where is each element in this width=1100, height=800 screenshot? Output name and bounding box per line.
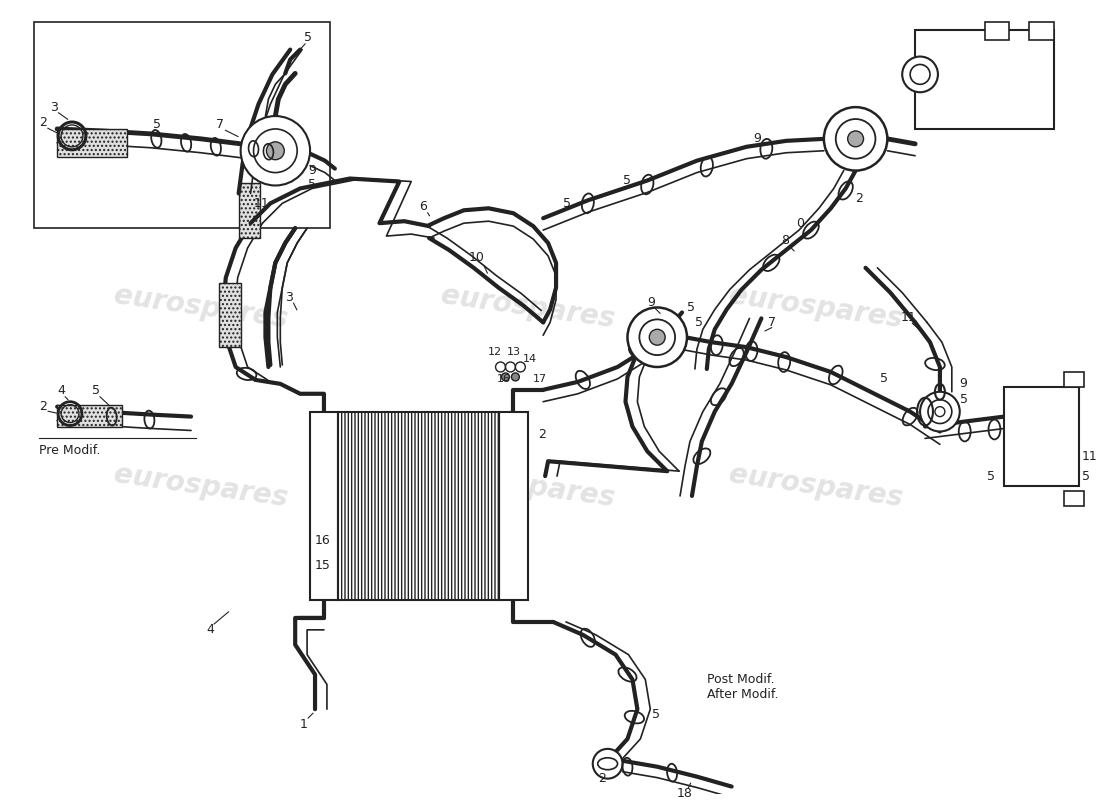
Text: 16: 16 [496, 374, 510, 384]
Circle shape [920, 392, 959, 431]
Text: eurospares: eurospares [727, 282, 905, 334]
Bar [1004, 387, 1079, 486]
Text: After Modif.: After Modif. [707, 688, 779, 701]
Bar [57, 405, 122, 426]
Text: 18: 18 [678, 787, 693, 800]
Text: 5: 5 [688, 301, 695, 314]
Text: 5: 5 [623, 174, 630, 187]
Text: 5: 5 [987, 470, 994, 482]
Text: 3: 3 [51, 101, 58, 114]
Circle shape [639, 319, 675, 355]
Text: 5: 5 [92, 384, 100, 398]
Text: 10: 10 [469, 251, 485, 264]
Text: 7: 7 [768, 316, 777, 329]
Circle shape [824, 107, 888, 170]
Bar [1064, 372, 1084, 387]
Circle shape [649, 330, 666, 345]
Bar [1064, 491, 1084, 506]
Circle shape [266, 142, 284, 160]
Text: Post Modif.: Post Modif. [707, 673, 774, 686]
Bar [34, 22, 330, 228]
Bar [984, 22, 1010, 40]
Text: 5: 5 [153, 118, 162, 131]
Text: 11: 11 [900, 311, 916, 324]
Circle shape [928, 400, 952, 423]
Text: 5: 5 [880, 372, 889, 386]
Text: 2: 2 [538, 428, 546, 441]
Text: 9: 9 [959, 378, 968, 390]
Text: 5: 5 [308, 178, 316, 191]
Text: eurospares: eurospares [439, 460, 617, 512]
Text: 3: 3 [285, 291, 293, 304]
Circle shape [627, 307, 688, 367]
Text: 2: 2 [40, 400, 47, 413]
Text: 9: 9 [754, 132, 761, 146]
Text: 2: 2 [40, 117, 47, 130]
Text: Pre Modif.: Pre Modif. [40, 444, 101, 458]
Text: 1: 1 [300, 718, 308, 730]
Text: 0: 0 [796, 217, 804, 230]
Text: 4: 4 [57, 384, 65, 398]
Text: 12: 12 [487, 347, 502, 357]
Text: 5: 5 [652, 708, 660, 721]
Bar [219, 282, 241, 347]
Text: 5: 5 [563, 197, 571, 210]
Text: 5: 5 [695, 316, 703, 329]
Circle shape [848, 131, 864, 146]
Bar [239, 183, 261, 238]
Text: 5: 5 [1081, 470, 1090, 482]
Text: 13: 13 [506, 347, 520, 357]
Circle shape [935, 406, 945, 417]
Circle shape [836, 119, 876, 158]
Bar [1030, 22, 1054, 40]
Text: 6: 6 [419, 200, 427, 213]
Text: eurospares: eurospares [727, 460, 905, 512]
Text: 9: 9 [308, 164, 316, 177]
Text: 15: 15 [315, 559, 331, 572]
Text: 2: 2 [597, 772, 606, 785]
Text: 4: 4 [206, 623, 213, 636]
Bar [338, 412, 498, 600]
Bar [915, 30, 1054, 129]
Text: 5: 5 [304, 31, 312, 44]
Text: 14: 14 [524, 354, 538, 364]
Text: eurospares: eurospares [112, 460, 289, 512]
Text: eurospares: eurospares [439, 282, 617, 334]
Text: 9: 9 [647, 296, 656, 309]
Circle shape [502, 373, 509, 381]
Text: 7: 7 [216, 118, 223, 131]
Circle shape [593, 749, 623, 778]
Text: 11: 11 [1081, 450, 1098, 462]
Text: 16: 16 [315, 534, 331, 547]
Circle shape [910, 65, 930, 84]
Circle shape [253, 129, 297, 173]
Bar [310, 412, 338, 600]
Circle shape [241, 116, 310, 186]
Bar [498, 412, 528, 600]
Bar [57, 129, 126, 157]
Circle shape [902, 57, 938, 92]
Text: 2: 2 [856, 192, 864, 205]
Text: 5: 5 [959, 394, 968, 406]
Text: 17: 17 [534, 374, 548, 384]
Text: eurospares: eurospares [112, 282, 289, 334]
Circle shape [512, 373, 519, 381]
Text: 11: 11 [253, 197, 270, 210]
Text: 8: 8 [781, 234, 789, 246]
